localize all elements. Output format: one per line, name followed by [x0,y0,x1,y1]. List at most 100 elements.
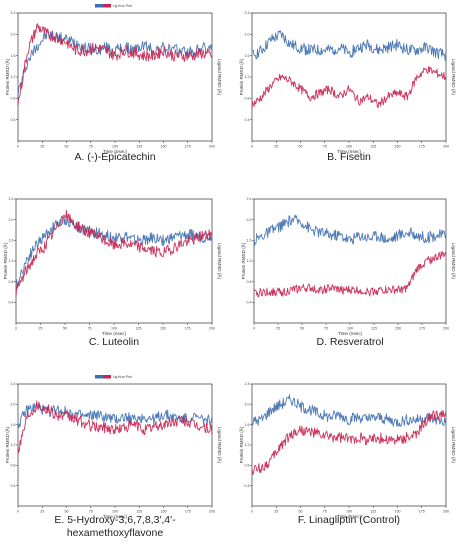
protein-rmsd-line [251,394,447,427]
panel-caption: hexamethoxyflavone [67,527,163,539]
x-tick-label: 100 [346,510,352,514]
x-tick-label: 25 [276,327,280,331]
y-tick-label: 2.0 [245,403,250,407]
x-tick-label: 50 [300,327,304,331]
x-tick-label: 100 [346,145,352,149]
panel-caption: C. Luteolin [89,336,139,348]
y-tick-label: 0.8 [11,97,16,101]
y-axis-label-right: Ligand RMSD (Å) [451,59,457,95]
x-tick-label: 150 [161,145,167,149]
y-tick-label: 1.6 [245,54,250,58]
x-tick-label: 50 [299,510,303,514]
y-tick-label: 1.6 [9,239,14,243]
x-tick-label: 200 [443,327,449,331]
x-tick-label: 25 [274,510,278,514]
chart-panel-b: 0 25 50 75 100 125 150 175 200 0.4 0.8 1.2 1.6 2.0 2.4… [238,11,457,163]
plot-frame [17,383,213,507]
x-tick-label: 125 [371,327,377,331]
panel-caption: D. Resveratrol [316,336,383,348]
y-tick-label: 1.6 [11,423,16,427]
x-tick-label: 125 [136,327,142,331]
x-tick-label: 100 [111,327,117,331]
y-tick-label: 0.8 [245,97,250,101]
y-tick-label: 1.6 [245,423,250,427]
y-tick-label: 2.4 [11,382,16,386]
legend-swatch-protein [95,4,103,8]
y-axis-label-right: Ligand RMSD (Å) [217,243,223,279]
x-tick-label: 50 [63,327,67,331]
x-tick-label: 0 [17,510,19,514]
panel-caption: E. 5-Hydroxy-3,6,7,8,3′,4′- [54,514,176,526]
x-tick-label: 25 [40,145,44,149]
x-tick-label: 200 [209,145,215,149]
x-tick-label: 0 [251,145,253,149]
y-tick-label: 2.0 [247,218,252,222]
panel-caption: F. Linagliptin (Control) [298,514,400,526]
x-axis-label: Time (nsec) [102,331,127,336]
ligand-rmsd-line [253,251,447,298]
protein-rmsd-line [253,214,447,246]
y-tick-label: 1.2 [11,75,16,79]
y-axis-label-left: Protein RMSD (Å) [4,426,10,463]
y-tick-label: 2.4 [247,197,252,201]
x-axis-label: Time (nsec) [103,514,128,519]
x-tick-label: 150 [395,327,401,331]
chart-panel-f: 0 25 50 75 100 125 150 175 200 0.4 0.8 1.2 1.6 2.0 2.4… [238,382,457,526]
x-tick-label: 175 [185,327,191,331]
x-tick-label: 150 [160,327,166,331]
y-tick-label: 1.6 [247,239,252,243]
x-tick-label: 175 [419,510,425,514]
x-tick-label: 25 [39,327,43,331]
legend-swatch-protein [95,375,103,379]
ligand-rmsd-line [17,400,213,454]
x-tick-label: 50 [65,145,69,149]
panel-caption: A. (-)-Epicatechin [74,151,155,163]
plot-frame [15,198,213,324]
y-axis-label-left: Protein RMSD (Å) [2,242,8,279]
x-tick-label: 50 [65,510,69,514]
y-tick-label: 0.4 [245,484,250,488]
x-tick-label: 0 [17,145,19,149]
chart-panel-d: 0 25 50 75 100 125 150 175 200 0.4 0.8 1.2 1.6 2.0 2.4… [240,197,457,348]
ligand-rmsd-line [17,23,213,106]
y-tick-label: 2.4 [11,11,16,15]
x-tick-label: 125 [370,510,376,514]
y-tick-label: 1.2 [247,259,252,263]
legend-text: Lig fit on Prot [113,375,132,379]
protein-rmsd-line [17,29,213,98]
x-tick-label: 75 [323,145,327,149]
y-tick-label: 0.8 [245,464,250,468]
y-axis-label-right: Ligand RMSD (Å) [217,427,223,463]
y-tick-label: 0.8 [247,280,252,284]
plot-frame [253,198,447,324]
x-tick-label: 50 [299,145,303,149]
x-tick-label: 150 [395,510,401,514]
y-tick-label: 0.4 [247,301,252,305]
ligand-rmsd-line [251,410,447,475]
y-tick-label: 2.4 [245,11,250,15]
legend-swatch-ligand [103,4,111,8]
y-tick-label: 1.2 [245,75,250,79]
y-tick-label: 2.0 [11,33,16,37]
x-tick-label: 0 [251,510,253,514]
y-tick-label: 0.8 [9,280,14,284]
x-tick-label: 200 [209,510,215,514]
ligand-rmsd-line [251,65,447,109]
y-tick-label: 0.8 [11,464,16,468]
x-tick-label: 0 [15,327,17,331]
ligand-rmsd-line [15,209,213,298]
y-tick-label: 2.0 [245,33,250,37]
x-tick-label: 25 [40,510,44,514]
y-axis-label-right: Ligand RMSD (Å) [217,59,223,95]
legend-text: Lig fit on Prot [113,4,132,8]
x-axis-label: Time (nsec) [338,331,363,336]
y-tick-label: 0.4 [11,484,16,488]
x-tick-label: 175 [419,327,425,331]
x-tick-label: 125 [136,510,142,514]
x-tick-label: 0 [253,327,255,331]
y-tick-label: 1.2 [9,259,14,263]
x-axis-label: Time (nsec) [103,149,128,154]
y-axis-label-left: Protein RMSD (Å) [238,426,244,463]
protein-rmsd-line [251,30,447,62]
